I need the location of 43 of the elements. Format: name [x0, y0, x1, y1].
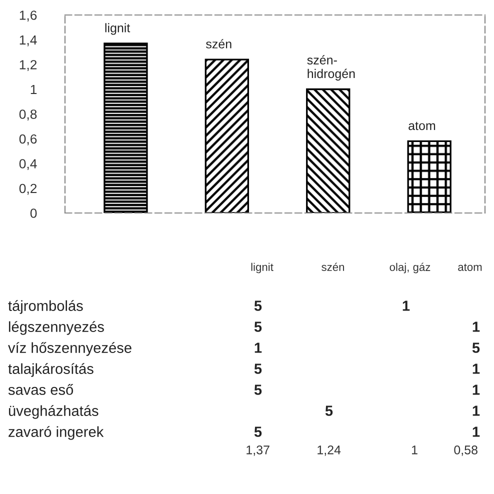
y-tick-label: 1: [30, 84, 37, 94]
text: 0,58: [454, 446, 478, 456]
text: 5: [325, 406, 333, 416]
y-tick-label: 0,4: [19, 159, 37, 170]
x-tick-label: szén- hidrogén: [307, 55, 355, 81]
bar: [104, 42, 148, 213]
text: 1: [472, 364, 480, 374]
text: 1: [472, 406, 480, 416]
category-label: zavaró ingerek: [8, 426, 104, 440]
category-label: savas eső: [8, 384, 74, 395]
category-label: olaj, gáz: [390, 262, 430, 274]
text: 1,24: [318, 446, 341, 456]
category-label: víz hőszennyezése: [8, 342, 132, 356]
y-tick-label: 1,6: [20, 10, 37, 22]
text: 5: [254, 322, 262, 332]
y-tick-label: 0,8: [19, 110, 37, 120]
text: 5: [254, 384, 262, 395]
y-tick-label: 1,4: [20, 35, 37, 46]
y-tick-label: 0,6: [19, 134, 37, 146]
category-label: lignit: [251, 262, 274, 274]
text: 1,37: [246, 446, 270, 456]
text: 1: [412, 446, 418, 454]
bar: [407, 140, 452, 213]
category-label: üvegházhatás: [8, 405, 98, 419]
category-label: tájrombolás: [8, 300, 83, 314]
category-label: atom: [458, 264, 482, 271]
category-label: légszennyezés: [8, 321, 104, 335]
bar: [204, 58, 250, 213]
text: 5: [254, 300, 262, 311]
text: 1: [472, 322, 480, 332]
y-tick-label: 0,2: [19, 184, 37, 195]
category-label: szén: [322, 262, 344, 271]
text: 1: [254, 342, 262, 353]
y-tick-label: 0: [30, 208, 37, 218]
bar: [306, 88, 350, 213]
y-tick-label: 1,2: [20, 60, 37, 71]
text: 1: [472, 426, 480, 437]
text: 1: [402, 300, 410, 311]
text: 1: [472, 384, 480, 395]
text: 5: [254, 364, 262, 374]
text: 5: [254, 426, 262, 437]
category-label: talajkárosítás: [8, 363, 94, 377]
text: 5: [472, 342, 480, 353]
